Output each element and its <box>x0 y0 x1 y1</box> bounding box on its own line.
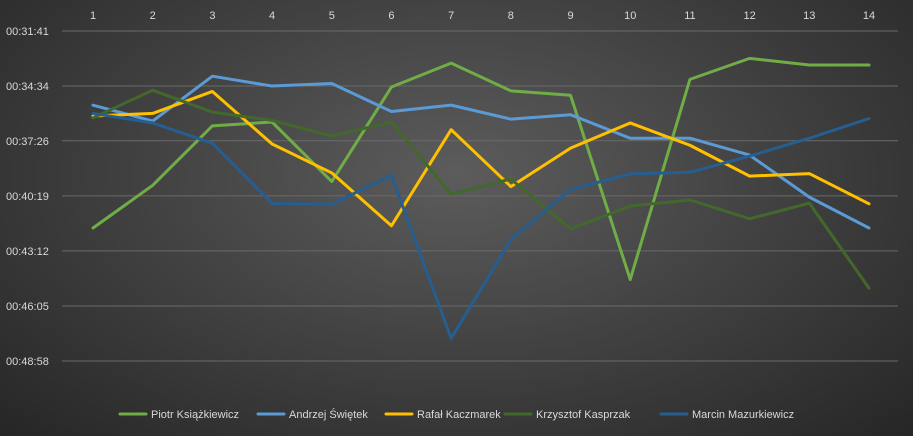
legend-item: Krzysztof Kasprzak <box>503 409 631 421</box>
x-tick-label: 7 <box>448 10 454 22</box>
x-tick-label: 9 <box>567 10 573 22</box>
y-tick-label: 00:48:58 <box>6 356 49 368</box>
gridlines <box>62 30 898 362</box>
x-tick-label: 10 <box>624 10 636 22</box>
legend-label: Rafał Kaczmarek <box>417 409 501 421</box>
y-axis-ticks: 00:31:41 00:34:34 00:37:26 00:40:19 00:43:12… <box>6 26 49 368</box>
y-tick-label: 00:37:26 <box>6 136 49 148</box>
series-line <box>91 74 871 230</box>
series-line <box>91 111 871 340</box>
series-lines <box>91 56 871 340</box>
legend-label: Krzysztof Kasprzak <box>536 409 631 421</box>
x-tick-label: 8 <box>508 10 514 22</box>
y-tick-label: 00:46:05 <box>6 301 49 313</box>
series-line <box>91 88 871 290</box>
x-tick-label: 5 <box>329 10 335 22</box>
series-line <box>91 56 871 282</box>
legend-item: Andrzej Świętek <box>256 408 368 421</box>
legend-label: Andrzej Świętek <box>289 408 368 421</box>
y-tick-label: 00:43:12 <box>6 246 49 258</box>
y-tick-label: 00:40:19 <box>6 191 49 203</box>
x-tick-label: 6 <box>388 10 394 22</box>
legend-label: Marcin Mazurkiewicz <box>692 409 794 421</box>
x-tick-label: 3 <box>209 10 215 22</box>
legend: Piotr Książkiewicz Andrzej Świętek Rafał K… <box>118 408 794 421</box>
x-axis-ticks: 1 2 3 4 5 6 7 8 9 10 11 12 13 14 <box>90 10 875 22</box>
legend-item: Rafał Kaczmarek <box>384 409 501 421</box>
x-tick-label: 4 <box>269 10 275 22</box>
y-tick-label: 00:34:34 <box>6 81 49 93</box>
legend-item: Piotr Książkiewicz <box>118 409 239 421</box>
y-tick-label: 00:31:41 <box>6 26 49 38</box>
series-line <box>91 89 871 228</box>
x-tick-label: 2 <box>150 10 156 22</box>
legend-item: Marcin Mazurkiewicz <box>659 409 794 421</box>
x-tick-label: 1 <box>90 10 96 22</box>
x-tick-label: 12 <box>743 10 755 22</box>
legend-label: Piotr Książkiewicz <box>151 409 239 421</box>
x-tick-label: 14 <box>863 10 875 22</box>
x-tick-label: 13 <box>803 10 815 22</box>
x-tick-label: 11 <box>684 10 695 22</box>
